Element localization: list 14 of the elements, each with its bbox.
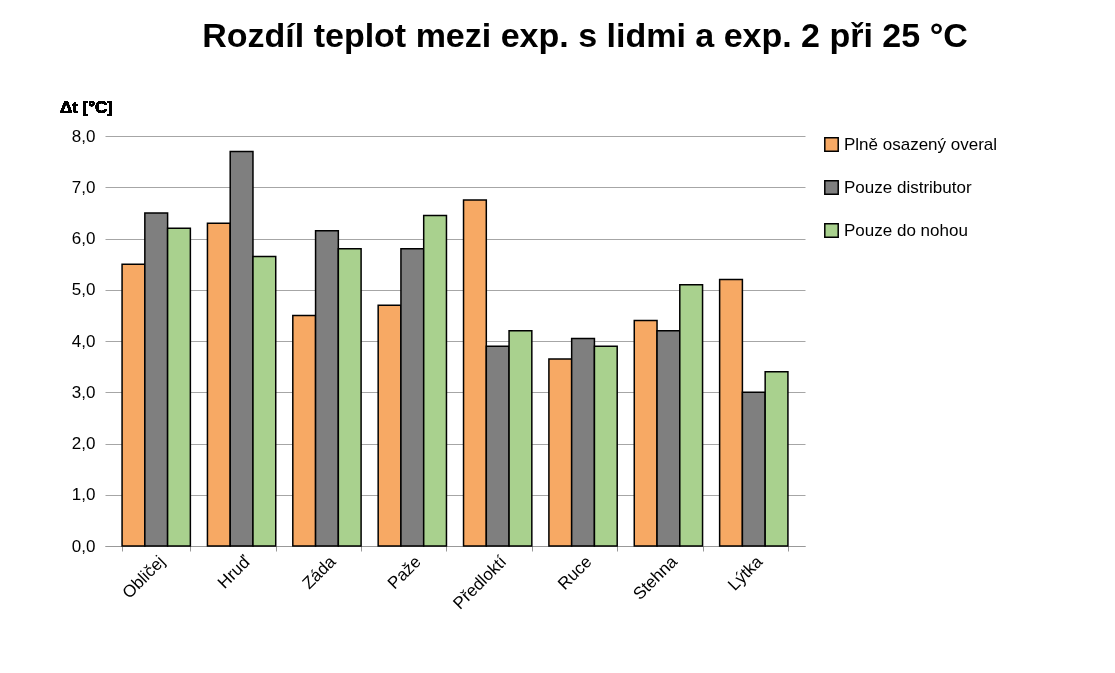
y-tick-label: 1,0 (71, 485, 96, 505)
legend-label: Pouze do nohou (844, 220, 968, 240)
legend-label: Plně osazený overal (844, 134, 998, 154)
y-tick-label: 4,0 (71, 331, 96, 351)
y-axis-title: Δt [°C] (60, 98, 114, 117)
chart-title: Rozdíl teplot mezi exp. s lidmi a exp. 2 při 25 °C (202, 16, 968, 54)
y-tick-label: 0,0 (71, 536, 96, 556)
y-tick-label: 8,0 (71, 126, 96, 146)
y-tick-label: 7,0 (71, 177, 96, 197)
y-tick-label: 5,0 (71, 280, 96, 300)
y-tick-label: 6,0 (71, 229, 96, 248)
legend-label: Pouze distributor (844, 177, 972, 197)
y-tick-label: 2,0 (71, 434, 96, 453)
y-tick-label: 3,0 (71, 382, 96, 402)
